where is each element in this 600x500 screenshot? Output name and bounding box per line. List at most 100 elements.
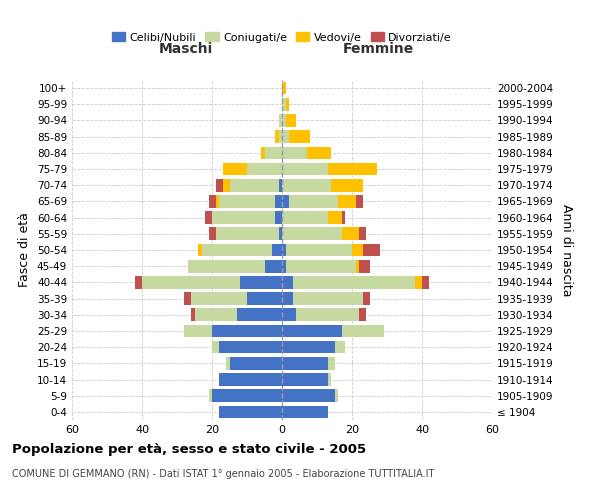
Bar [282, 228, 341, 240]
Bar [278, 114, 282, 127]
Bar [355, 195, 362, 207]
Legend: Celibi/Nubili, Coniugati/e, Vedovi/e, Divorziati/e: Celibi/Nubili, Coniugati/e, Vedovi/e, Di… [107, 28, 457, 47]
Bar [209, 228, 215, 240]
Text: Popolazione per età, sesso e stato civile - 2005: Popolazione per età, sesso e stato civil… [12, 442, 366, 456]
Bar [229, 357, 282, 370]
Bar [289, 195, 338, 207]
Bar [286, 260, 355, 272]
Bar [282, 341, 335, 353]
Bar [359, 228, 366, 240]
Bar [328, 212, 341, 224]
Bar [223, 179, 229, 192]
Bar [187, 260, 265, 272]
Bar [275, 195, 282, 207]
Bar [286, 98, 289, 110]
Text: Maschi: Maschi [158, 42, 212, 56]
Bar [219, 341, 282, 353]
Bar [215, 195, 219, 207]
Bar [278, 228, 282, 240]
Bar [247, 292, 282, 305]
Bar [194, 308, 236, 321]
Bar [275, 212, 282, 224]
Bar [278, 130, 282, 143]
Bar [335, 341, 345, 353]
Bar [198, 244, 202, 256]
Bar [247, 162, 282, 175]
Bar [240, 276, 282, 288]
Bar [212, 324, 282, 338]
Text: Femmine: Femmine [343, 42, 414, 56]
Bar [223, 162, 247, 175]
Bar [191, 292, 247, 305]
Bar [359, 260, 370, 272]
Bar [265, 146, 282, 159]
Bar [219, 195, 275, 207]
Bar [229, 179, 278, 192]
Bar [282, 244, 286, 256]
Bar [191, 308, 194, 321]
Bar [328, 162, 377, 175]
Bar [289, 130, 310, 143]
Bar [286, 244, 352, 256]
Bar [205, 212, 212, 224]
Bar [212, 390, 282, 402]
Bar [362, 292, 370, 305]
Y-axis label: Anni di nascita: Anni di nascita [560, 204, 573, 296]
Bar [202, 244, 271, 256]
Bar [282, 324, 341, 338]
Bar [261, 146, 265, 159]
Bar [422, 276, 429, 288]
Bar [362, 244, 380, 256]
Bar [226, 357, 229, 370]
Bar [236, 308, 282, 321]
Bar [265, 260, 282, 272]
Bar [352, 244, 362, 256]
Bar [282, 406, 328, 418]
Bar [219, 406, 282, 418]
Bar [209, 390, 212, 402]
Bar [282, 130, 289, 143]
Bar [331, 179, 362, 192]
Bar [307, 146, 331, 159]
Bar [335, 390, 338, 402]
Bar [278, 179, 282, 192]
Bar [338, 195, 355, 207]
Bar [275, 130, 278, 143]
Bar [282, 162, 328, 175]
Bar [212, 212, 275, 224]
Bar [135, 276, 142, 288]
Bar [184, 324, 212, 338]
Y-axis label: Fasce di età: Fasce di età [19, 212, 31, 288]
Bar [282, 292, 293, 305]
Bar [282, 212, 328, 224]
Bar [212, 341, 219, 353]
Bar [282, 308, 296, 321]
Bar [328, 357, 335, 370]
Bar [328, 373, 331, 386]
Bar [293, 292, 362, 305]
Bar [296, 308, 359, 321]
Bar [286, 114, 296, 127]
Bar [282, 146, 307, 159]
Bar [293, 276, 415, 288]
Bar [215, 179, 223, 192]
Bar [209, 195, 215, 207]
Bar [215, 228, 278, 240]
Bar [282, 276, 293, 288]
Bar [282, 114, 286, 127]
Bar [184, 292, 191, 305]
Bar [282, 390, 335, 402]
Text: COMUNE DI GEMMANO (RN) - Dati ISTAT 1° gennaio 2005 - Elaborazione TUTTITALIA.IT: COMUNE DI GEMMANO (RN) - Dati ISTAT 1° g… [12, 469, 434, 479]
Bar [282, 195, 289, 207]
Bar [142, 276, 240, 288]
Bar [415, 276, 422, 288]
Bar [282, 179, 331, 192]
Bar [271, 244, 282, 256]
Bar [341, 324, 383, 338]
Bar [282, 373, 328, 386]
Bar [341, 212, 345, 224]
Bar [341, 228, 359, 240]
Bar [282, 98, 286, 110]
Bar [282, 82, 286, 94]
Bar [355, 260, 359, 272]
